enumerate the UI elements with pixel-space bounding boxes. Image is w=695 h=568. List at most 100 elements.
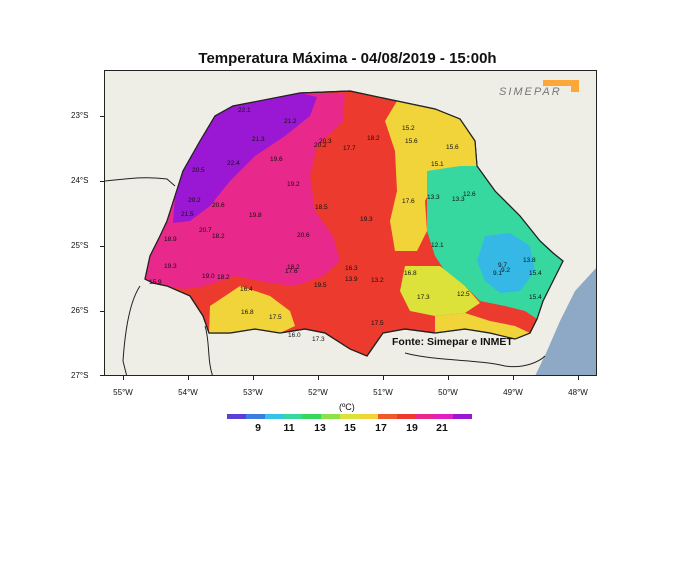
lon-label: 49°W (503, 388, 523, 397)
station-value: 19.6 (270, 156, 283, 163)
station-value: 19.0 (202, 273, 215, 280)
lon-tick (253, 376, 254, 380)
border-line-south-west (122, 285, 141, 375)
colorbar-tick: 9 (255, 422, 261, 434)
colorbar-segment (227, 414, 247, 419)
lat-label: 24°S (71, 176, 89, 185)
station-value: 19.2 (287, 181, 300, 188)
station-value: 13.3 (427, 194, 440, 201)
station-value: 20.6 (297, 232, 310, 239)
border-line-west (105, 177, 176, 187)
lon-tick (578, 376, 579, 380)
lon-label: 52°W (308, 388, 328, 397)
station-value: 9.7 (498, 262, 507, 269)
station-value: 21.3 (252, 136, 265, 143)
station-value: 20.2 (188, 197, 201, 204)
lon-tick (318, 376, 319, 380)
state-outline (144, 90, 564, 357)
zone-blue (477, 233, 535, 293)
station-value: 22.4 (227, 160, 240, 167)
lon-tick (448, 376, 449, 380)
station-value: 15.4 (529, 294, 542, 301)
station-value: 21.5 (181, 211, 194, 218)
station-value: 13.9 (345, 276, 358, 283)
station-value: 16.4 (240, 286, 253, 293)
station-value: 20.2 (314, 142, 327, 149)
zone-yellow-sw (209, 286, 295, 333)
station-value: 9.2 (501, 267, 510, 274)
station-value: 15.4 (529, 270, 542, 277)
zone-yellow-south-edge (435, 313, 530, 339)
station-value: 17.5 (371, 320, 384, 327)
lon-label: 50°W (438, 388, 458, 397)
lat-tick (100, 181, 104, 182)
source-credit: Fonte: Simepar e INMET (392, 336, 513, 348)
station-value: 16.0 (288, 332, 301, 339)
station-value: 16.3 (345, 265, 358, 272)
colorbar-segment (453, 414, 473, 419)
logo-mark (543, 80, 579, 92)
station-value: 13.3 (452, 196, 465, 203)
colorbar-tick: 11 (283, 422, 295, 434)
station-value: 12.5 (457, 291, 470, 298)
station-value: 15.1 (431, 161, 444, 168)
station-value: 20.6 (212, 202, 225, 209)
station-value: 13.8 (523, 257, 536, 264)
colorbar-tick: 19 (406, 422, 418, 434)
map-frame: 22.1 21.2 21.3 19.6 22.4 20.5 19.2 20.2 … (104, 70, 597, 376)
lat-tick (100, 311, 104, 312)
zone-yellow-s (400, 266, 480, 316)
lon-label: 53°W (243, 388, 263, 397)
unit-label: (ºC) (339, 402, 355, 412)
station-value: 19.3 (164, 263, 177, 270)
station-value: 18.9 (164, 236, 177, 243)
lon-label: 54°W (178, 388, 198, 397)
lon-label: 51°W (373, 388, 393, 397)
colorbar-tick: 13 (314, 422, 326, 434)
colorbar-segment (396, 414, 416, 419)
colorbar-tick: 17 (375, 422, 387, 434)
station-value: 19.3 (360, 216, 373, 223)
lat-label: 23°S (71, 111, 89, 120)
station-value: 18.2 (287, 264, 300, 271)
station-value: 17.3 (312, 336, 325, 343)
lon-tick (513, 376, 514, 380)
colorbar-segment (283, 414, 303, 419)
station-value: 17.3 (417, 294, 430, 301)
lat-tick (100, 375, 104, 376)
colorbar-segment (358, 414, 379, 419)
colorbar-segment (245, 414, 266, 419)
colorbar-segment (415, 414, 435, 419)
station-value: 13.2 (371, 277, 384, 284)
ocean-area (535, 268, 596, 375)
station-value: 16.8 (241, 309, 254, 316)
zone-magenta (145, 93, 345, 289)
station-value: 21.2 (284, 118, 297, 125)
station-value: 19.5 (314, 282, 327, 289)
station-value: 20.3 (319, 138, 332, 145)
temperature-map: 22.1 21.2 21.3 19.6 22.4 20.5 19.2 20.2 … (105, 90, 596, 375)
lat-label: 27°S (71, 371, 89, 380)
logo-text: SIMEPAR (499, 86, 562, 98)
lat-tick (100, 116, 104, 117)
colorbar-segment (302, 414, 322, 419)
station-value: 18.2 (217, 274, 230, 281)
station-value: 17.6 (285, 268, 298, 275)
colorbar-segment (377, 414, 398, 419)
lat-label: 25°S (71, 241, 89, 250)
station-value: 16.8 (404, 270, 417, 277)
station-value: 17.7 (343, 145, 356, 152)
station-value: 17.5 (269, 314, 282, 321)
station-labels: 22.1 21.2 21.3 19.6 22.4 20.5 19.2 20.2 … (149, 107, 542, 343)
station-value: 20.5 (192, 167, 205, 174)
lon-tick (123, 376, 124, 380)
map-title: Temperatura Máxima - 04/08/2019 - 15:00h (198, 50, 497, 67)
station-value: 9.1 (493, 270, 502, 277)
station-value: 15.2 (402, 125, 415, 132)
colorbar-segment (321, 414, 341, 419)
station-value: 12.6 (463, 191, 476, 198)
station-value: 17.6 (402, 198, 415, 205)
colorbar (227, 414, 473, 419)
station-value: 18.2 (212, 233, 225, 240)
colorbar-tick: 21 (436, 422, 448, 434)
